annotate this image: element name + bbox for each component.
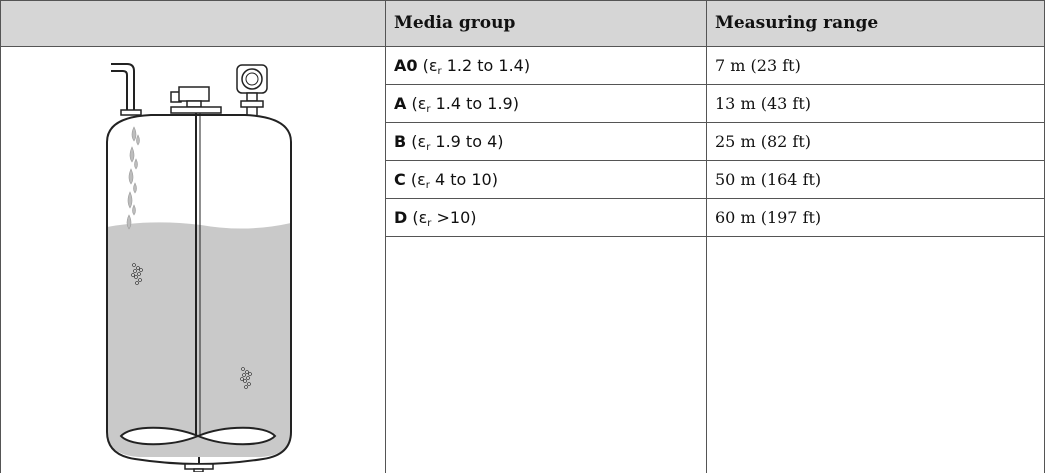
media-group-cell: C (εr 4 to 10) [394, 170, 498, 191]
epsilon-symbol: εr [417, 94, 431, 115]
media-group-cell: D (εr >10) [394, 208, 477, 229]
tank-illustration [106, 63, 292, 472]
media-group-code: B [394, 132, 407, 151]
media-group-cell: A0 (εr 1.2 to 1.4) [394, 56, 531, 77]
agitator-blade-right [195, 426, 277, 446]
epsilon-symbol: εr [428, 56, 442, 77]
inlet-pipe-inner [111, 70, 128, 112]
sensor-flange [170, 106, 222, 114]
table-border-top [0, 0, 1045, 1]
row-divider [385, 160, 1045, 161]
table-border-left [0, 0, 1, 473]
epsilon-symbol: εr [418, 208, 432, 229]
measuring-range-cell: 7 m (23 ft) [715, 56, 801, 75]
row-divider [385, 84, 1045, 85]
transmitter-neck [246, 92, 258, 102]
sensor-housing [178, 86, 210, 102]
row-divider [385, 122, 1045, 123]
inlet-pipe-outer [111, 63, 135, 112]
measuring-range-cell: 60 m (197 ft) [715, 208, 822, 227]
tank-vessel [106, 114, 292, 466]
falling-droplets [126, 126, 140, 230]
media-group-code: D [394, 208, 408, 227]
gas-bubbles [131, 263, 252, 389]
agitator-blade-left [119, 426, 201, 446]
header-media-group: Media group [394, 13, 516, 33]
media-group-code: C [394, 170, 406, 189]
header-divider [0, 46, 1045, 47]
epsilon-symbol: εr [417, 132, 431, 153]
row-divider [385, 236, 1045, 237]
transmitter-flange [240, 100, 264, 108]
epsilon-symbol: εr [417, 170, 430, 191]
measuring-range-cell: 25 m (82 ft) [715, 132, 811, 151]
sensor-neck [186, 100, 202, 108]
liquid-level [107, 222, 291, 457]
media-group-code: A [394, 94, 407, 113]
media-group-code: A0 [394, 56, 418, 75]
table-header-row [0, 0, 1045, 46]
header-image-cell [0, 0, 385, 46]
measuring-range-cell: 50 m (164 ft) [715, 170, 822, 189]
media-group-cell: A (εr 1.4 to 1.9) [394, 94, 519, 115]
transmitter-display-inner [245, 72, 259, 86]
header-measuring-range: Measuring range [715, 13, 879, 33]
media-group-cell: B (εr 1.9 to 4) [394, 132, 504, 153]
inlet-flange [120, 109, 142, 116]
measuring-range-cell: 13 m (43 ft) [715, 94, 811, 113]
bottom-outlet [193, 468, 204, 472]
row-divider [385, 198, 1045, 199]
